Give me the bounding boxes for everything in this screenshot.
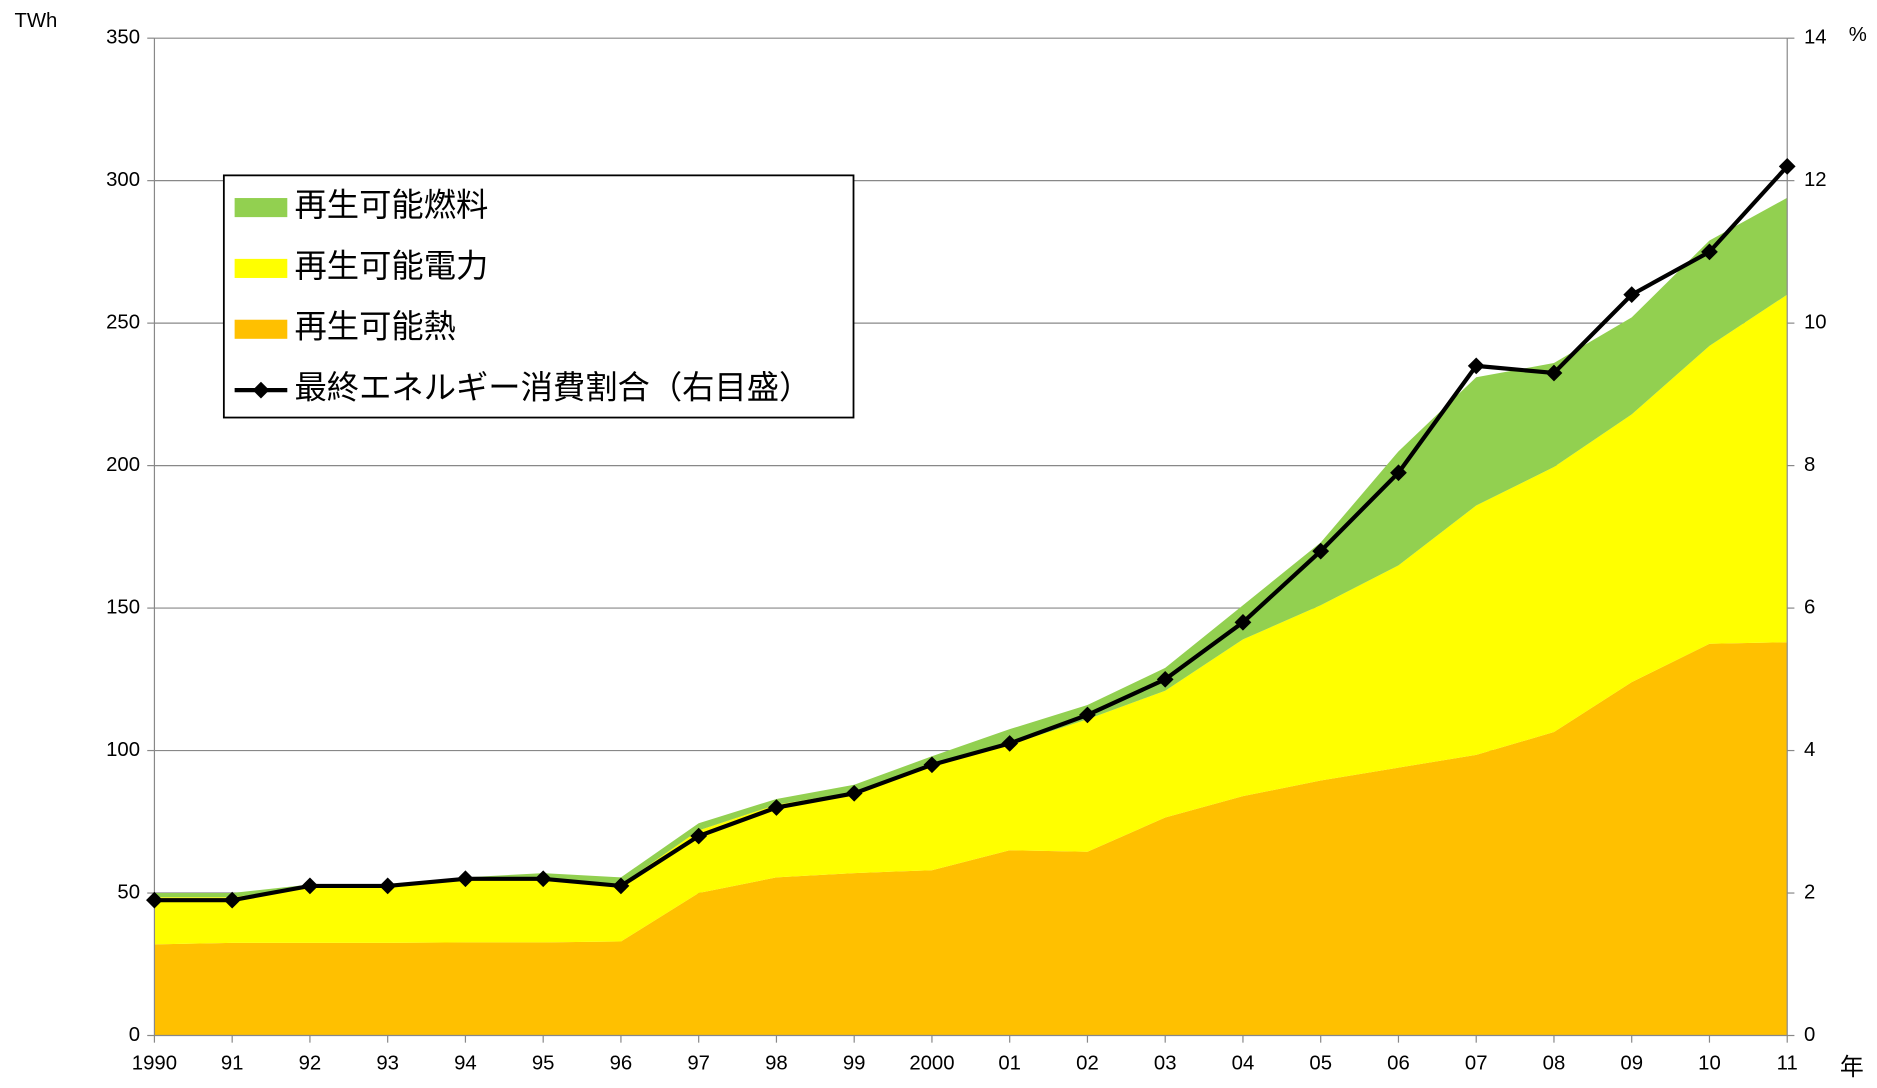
x-tick-label: 95 — [532, 1053, 555, 1075]
area — [154, 642, 1788, 1036]
x-tick-label: 11 — [1777, 1053, 1798, 1075]
legend-swatch — [234, 319, 288, 339]
x-axis-label: 年 — [1840, 1054, 1864, 1081]
marker — [1001, 735, 1019, 752]
marker — [1778, 158, 1796, 175]
legend-box — [222, 174, 855, 419]
y-tick-label: 0 — [129, 1024, 140, 1046]
y2-tick-label: 14 — [1804, 27, 1827, 49]
y2-tick-label: 0 — [1804, 1024, 1815, 1046]
y-tick-label: 100 — [106, 739, 140, 761]
legend-swatch — [234, 258, 288, 278]
line — [154, 165, 1789, 903]
y-tick-label: 150 — [106, 596, 140, 618]
marker — [1467, 357, 1485, 375]
x-tick-label: 03 — [1154, 1053, 1177, 1075]
y-tick-label: 300 — [106, 169, 140, 191]
x-tick-label: 02 — [1076, 1053, 1099, 1075]
y-tick-label: 200 — [106, 454, 140, 476]
x-tick-label: 01 — [998, 1053, 1021, 1075]
x-tick-label: 92 — [299, 1053, 322, 1075]
marker — [1156, 670, 1174, 688]
y2-tick-label: 6 — [1804, 596, 1815, 618]
x-tick-label: 91 — [221, 1053, 244, 1075]
legend-swatch — [234, 198, 288, 218]
y2-axis-label: % — [1849, 24, 1867, 46]
marker — [534, 870, 552, 888]
y-tick-label: 250 — [106, 312, 140, 334]
x-tick-label: 96 — [610, 1053, 633, 1075]
marker — [1701, 243, 1718, 261]
x-tick-label: 09 — [1620, 1053, 1643, 1075]
y2-tick-label: 2 — [1804, 881, 1815, 903]
x-tick-label: 08 — [1543, 1053, 1566, 1075]
y2-tick-label: 12 — [1804, 169, 1827, 191]
x-tick-label: 05 — [1309, 1053, 1332, 1075]
x-tick-label: 99 — [843, 1053, 866, 1075]
legend-label: 再生可能熱 — [294, 309, 456, 345]
x-tick-label: 93 — [376, 1053, 399, 1075]
y2-tick-label: 4 — [1804, 739, 1815, 761]
marker — [457, 870, 474, 888]
x-tick-label: 06 — [1387, 1053, 1410, 1075]
x-tick-label: 1990 — [132, 1053, 177, 1075]
x-tick-label: 07 — [1465, 1053, 1488, 1075]
area — [154, 294, 1788, 945]
legend-label: 最終エネルギー消費割合（右目盛） — [294, 370, 811, 406]
marker — [690, 827, 708, 845]
x-tick-label: 2000 — [909, 1053, 954, 1075]
x-tick-label: 98 — [765, 1053, 788, 1075]
marker — [1545, 364, 1563, 382]
x-tick-label: 04 — [1232, 1053, 1255, 1075]
y-tick-label: 50 — [117, 881, 140, 903]
y-tick-label: 350 — [106, 27, 140, 49]
x-tick-label: 94 — [454, 1053, 477, 1075]
y2-tick-label: 8 — [1804, 454, 1815, 476]
y-axis-label: TWh — [14, 10, 57, 32]
x-tick-label: 97 — [687, 1053, 710, 1075]
marker — [1312, 542, 1330, 560]
legend-label: 再生可能燃料 — [294, 187, 488, 223]
y2-tick-label: 10 — [1804, 312, 1827, 334]
x-tick-label: 10 — [1698, 1053, 1721, 1075]
marker — [1623, 286, 1641, 303]
legend-label: 再生可能電力 — [294, 248, 488, 284]
marker — [1390, 464, 1407, 482]
marker — [1234, 613, 1252, 631]
